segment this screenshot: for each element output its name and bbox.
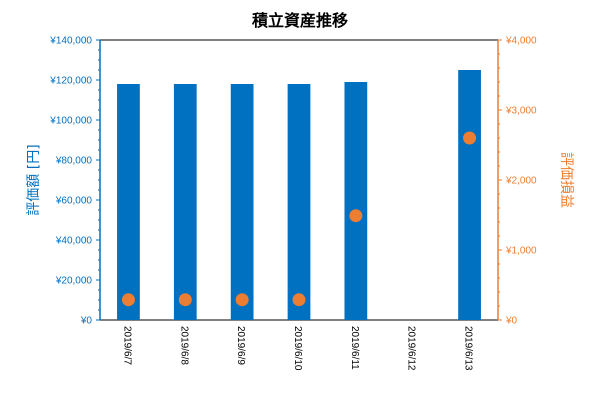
scatter-series — [121, 131, 477, 307]
right-tick-label: ¥1,000 — [505, 246, 537, 257]
scatter-point — [235, 293, 249, 307]
bar — [230, 84, 254, 320]
bar-series — [117, 70, 481, 320]
chart-title: 積立資産推移 — [251, 11, 348, 30]
left-tick-label: ¥40,000 — [55, 236, 93, 247]
bar — [458, 70, 481, 320]
left-tick-label: ¥20,000 — [55, 276, 93, 287]
x-tick-label: 2019/6/7 — [121, 326, 132, 365]
scatter-point — [349, 209, 363, 223]
scatter-point — [121, 293, 135, 307]
left-tick-label: ¥140,000 — [49, 36, 92, 47]
bar — [173, 84, 197, 320]
left-tick-label: ¥0 — [80, 316, 93, 327]
left-axis: ¥0 ¥20,000 ¥40,000 ¥60,000 ¥80,000 ¥100,000 ¥1… — [49, 36, 101, 327]
scatter-point — [178, 293, 192, 307]
bar — [287, 84, 311, 320]
left-tick-label: ¥80,000 — [55, 156, 93, 167]
x-tick-label: 2019/6/11 — [349, 326, 360, 370]
left-tick-label: ¥100,000 — [49, 116, 92, 127]
left-tick-label: ¥120,000 — [49, 76, 92, 87]
right-tick-label: ¥3,000 — [505, 106, 537, 117]
x-tick-label: 2019/6/9 — [235, 326, 246, 365]
left-axis-label: 評価額 [円] — [26, 144, 42, 215]
x-tick-label: 2019/6/8 — [178, 326, 189, 365]
scatter-point — [292, 293, 306, 307]
right-tick-label: ¥4,000 — [505, 36, 537, 47]
right-axis-label: 評価損益 — [558, 152, 574, 208]
scatter-point — [463, 131, 477, 145]
bar — [344, 82, 368, 320]
bar — [117, 84, 140, 320]
right-axis: ¥0 ¥1,000 ¥2,000 ¥3,000 ¥4,000 — [497, 36, 537, 327]
right-tick-label: ¥2,000 — [505, 176, 537, 187]
x-tick-label: 2019/6/10 — [292, 326, 303, 371]
x-tick-label: 2019/6/13 — [463, 326, 474, 371]
left-tick-label: ¥60,000 — [55, 196, 93, 207]
right-tick-label: ¥0 — [505, 316, 518, 327]
x-tick-label: 2019/6/12 — [406, 326, 417, 371]
x-axis: 2019/6/7 2019/6/8 2019/6/9 2019/6/10 2019/6/… — [121, 326, 473, 371]
